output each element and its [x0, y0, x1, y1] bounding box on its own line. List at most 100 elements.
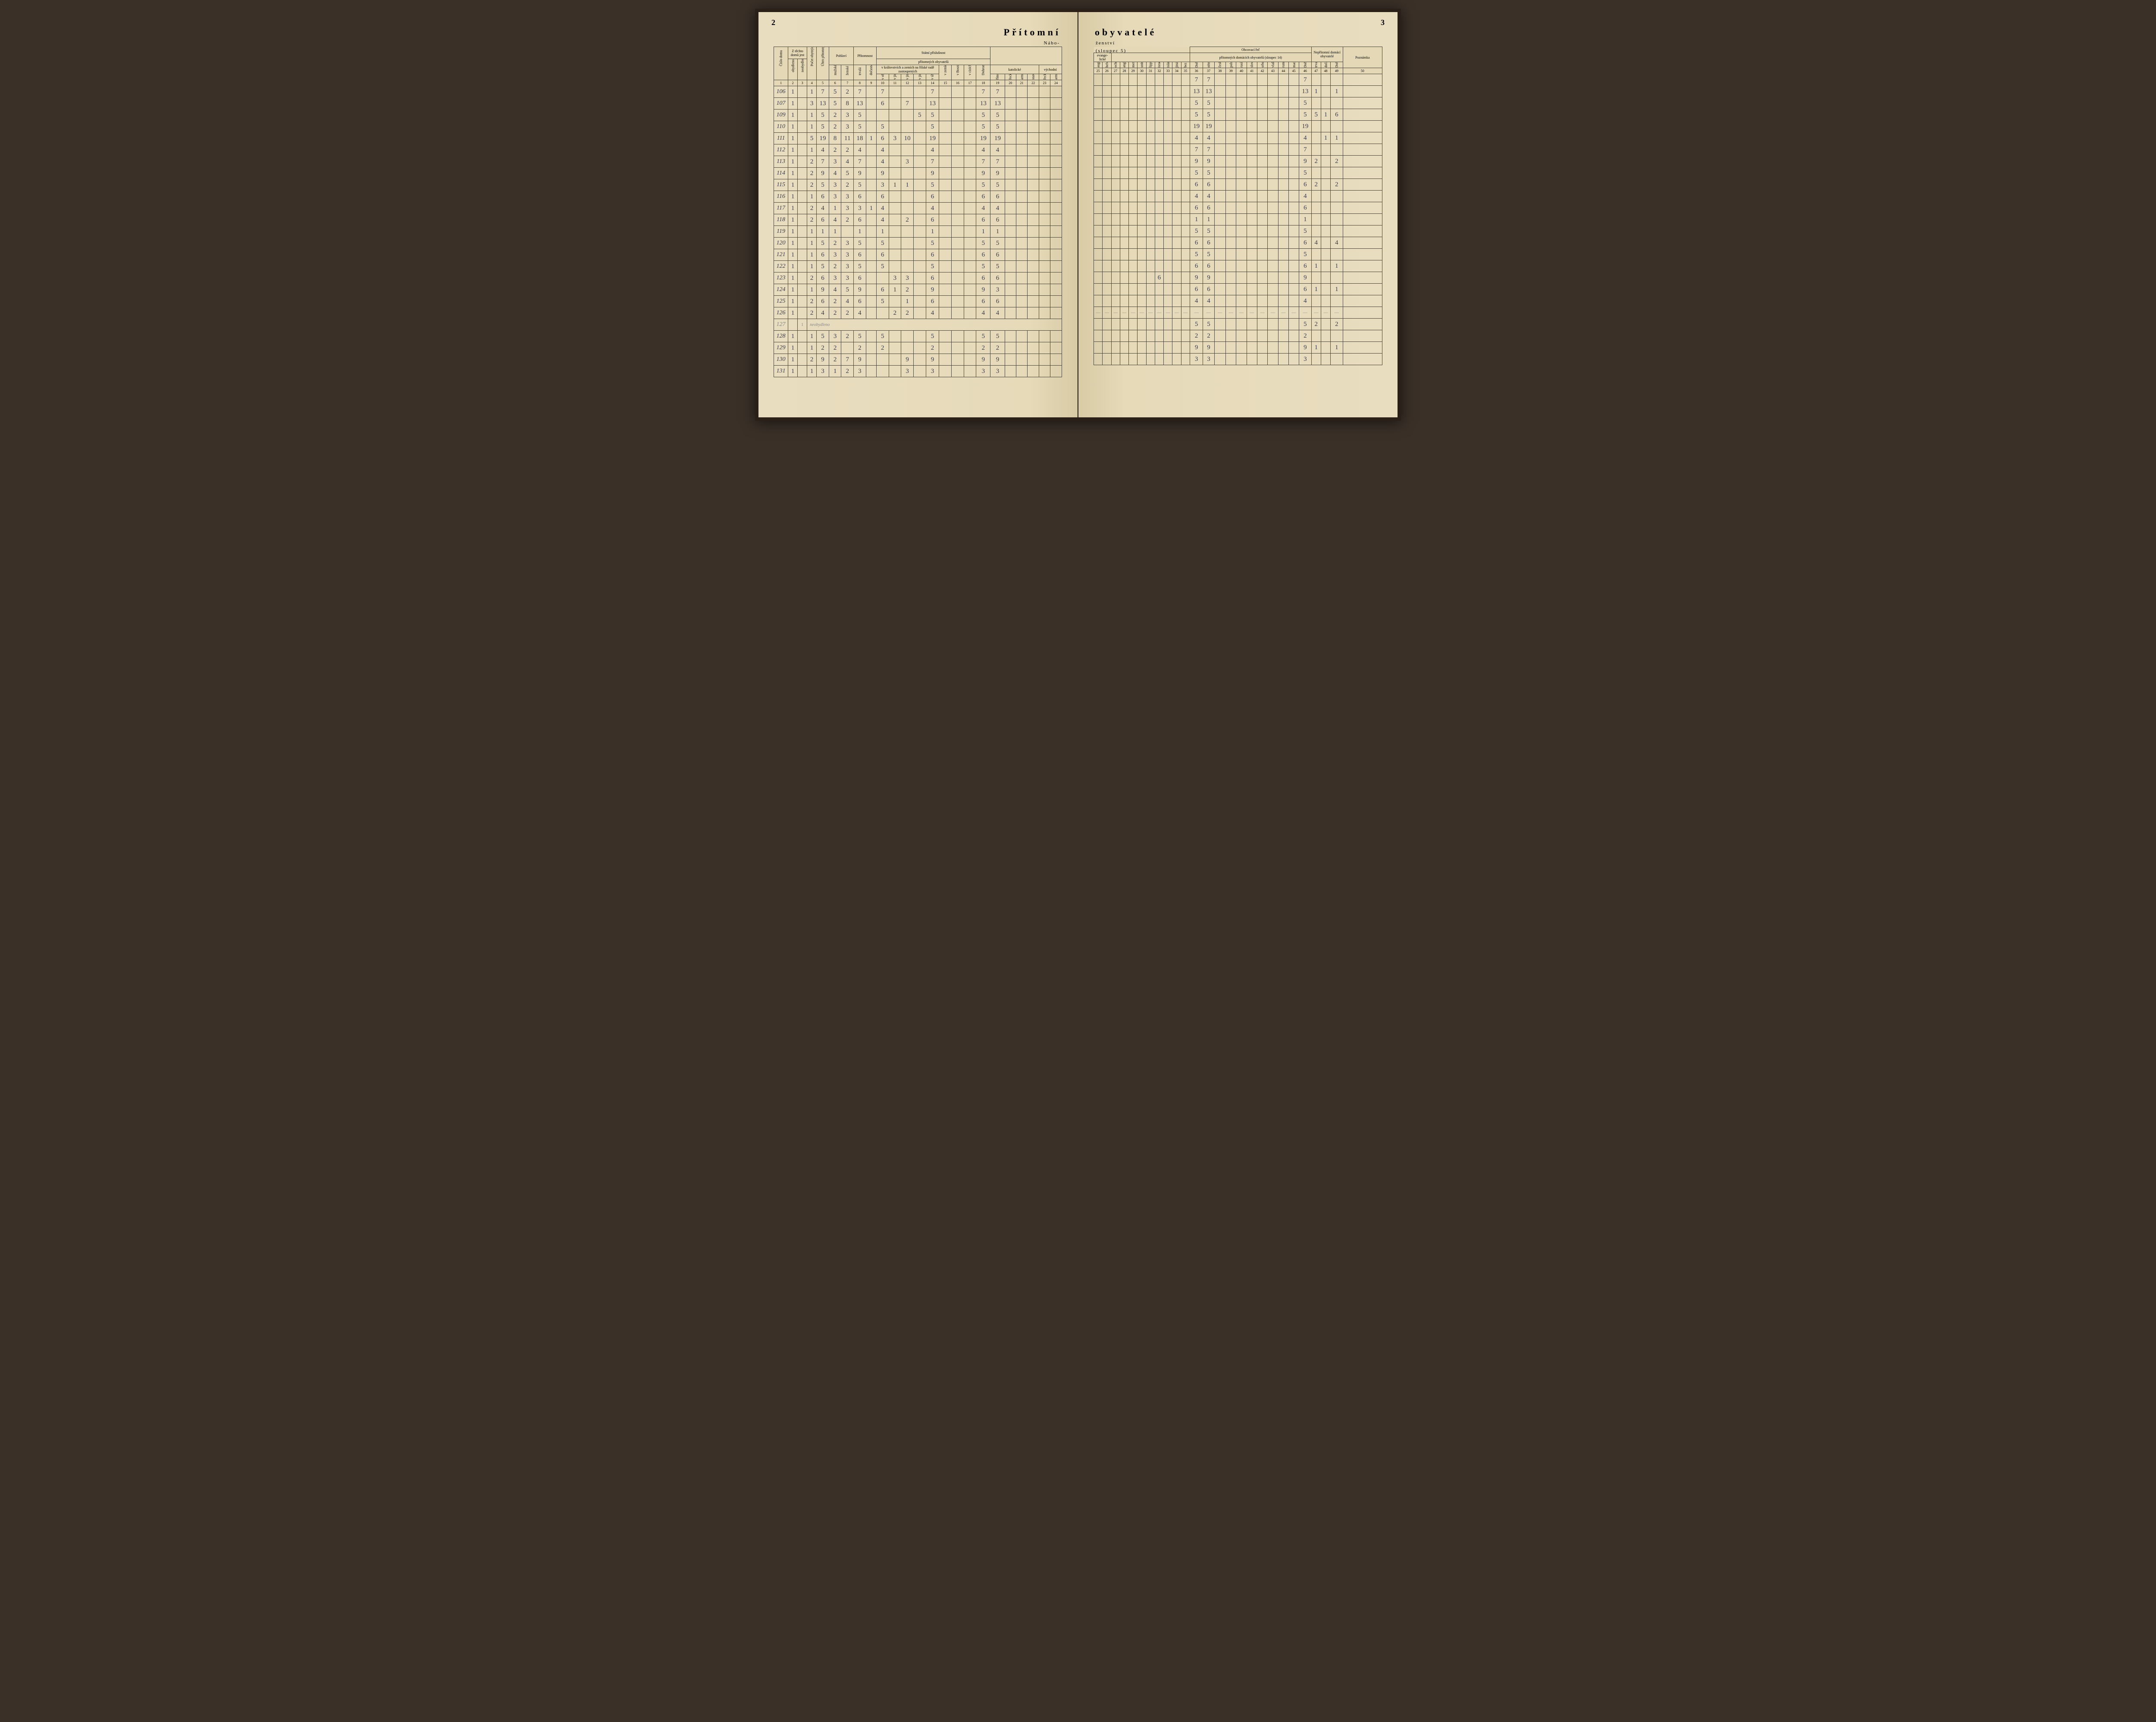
cell: 5 [1203, 167, 1214, 179]
hr-46: Dohromady (součet sloupců 37 až 45) [1303, 63, 1307, 68]
cell [1172, 354, 1181, 365]
cell [1103, 144, 1111, 156]
cell [889, 144, 901, 156]
cell [1343, 342, 1382, 354]
cell [1288, 354, 1299, 365]
cell [1278, 319, 1288, 330]
cell [1172, 319, 1181, 330]
cell [1247, 97, 1257, 109]
cell [901, 144, 914, 156]
cell [1172, 167, 1181, 179]
cell: 2 [807, 272, 817, 284]
table-row: 1141294599999 [774, 168, 1062, 179]
cell [913, 284, 926, 296]
cell [952, 249, 964, 261]
cell [1129, 214, 1138, 225]
cell [1236, 354, 1247, 365]
cell [1028, 342, 1039, 354]
cell: 1 [788, 214, 798, 226]
cell [866, 214, 876, 226]
cell [1225, 74, 1236, 86]
cell [889, 249, 901, 261]
cell: 5 [926, 121, 939, 133]
cell [1247, 144, 1257, 156]
cell [1288, 214, 1299, 225]
cell [1172, 342, 1181, 354]
cell [1039, 144, 1050, 156]
cell: 8 [829, 133, 841, 144]
table-row: 99922 [1094, 156, 1382, 167]
cell [1103, 272, 1111, 284]
cell: 7 [876, 86, 889, 98]
table-row: 66611 [1094, 260, 1382, 272]
cell: 2 [829, 296, 841, 307]
cell [876, 366, 889, 377]
cell [1028, 168, 1039, 179]
cell [1172, 272, 1181, 284]
book-spread: 2 Přítomní Nábo- Číslo domu Z těchto dom… [755, 9, 1401, 421]
cell [1120, 295, 1128, 307]
cell [1039, 307, 1050, 319]
cell [866, 156, 876, 168]
cell: 3 [829, 156, 841, 168]
cell: 5 [817, 179, 829, 191]
cell [1331, 191, 1343, 202]
h-arm: armensko- [1020, 75, 1024, 80]
cell [1155, 342, 1163, 354]
cell: 119 [774, 226, 788, 238]
table-row: 12512624651666 [774, 296, 1062, 307]
cell [1288, 121, 1299, 132]
cell [1155, 74, 1163, 86]
cell [1146, 156, 1155, 167]
cell [1111, 202, 1120, 214]
cell: 5 [841, 168, 854, 179]
cell [1257, 144, 1267, 156]
cell [901, 203, 914, 214]
cell [939, 156, 952, 168]
cell [1311, 167, 1321, 179]
cell [1214, 179, 1225, 191]
cell [913, 191, 926, 203]
hr-33: islámské (mohamedánské) [1166, 63, 1170, 68]
cell: 4 [1299, 191, 1311, 202]
cell [1050, 249, 1062, 261]
cell [964, 331, 976, 342]
cell: 2 [807, 203, 817, 214]
cell [1278, 74, 1288, 86]
cell [1138, 179, 1146, 191]
cell: 1 [788, 110, 798, 121]
table-row: 1221152355555 [774, 261, 1062, 272]
cell [1278, 202, 1288, 214]
cell [1247, 202, 1257, 214]
cell [1236, 202, 1247, 214]
hr-45: maďarská [1292, 63, 1296, 68]
cell [1050, 133, 1062, 144]
cell: 7 [926, 156, 939, 168]
cell [1120, 330, 1128, 342]
cell [1236, 272, 1247, 284]
table-row: 129112222222 [774, 342, 1062, 354]
cell [1181, 156, 1190, 167]
cell: 2 [807, 354, 817, 366]
cell [1236, 109, 1247, 121]
cell [1120, 202, 1128, 214]
cell: 1 [1331, 284, 1343, 295]
cell: 9 [901, 354, 914, 366]
cell: 1 [866, 203, 876, 214]
cell [939, 307, 952, 319]
cell [1016, 133, 1027, 144]
cell [1050, 342, 1062, 354]
cell: 2 [1331, 156, 1343, 167]
cell [939, 261, 952, 272]
cell: 9 [1190, 156, 1203, 167]
cell [866, 191, 876, 203]
cell [1016, 342, 1027, 354]
cell: 107 [774, 98, 788, 110]
table-row: 1071313581367131313 [774, 98, 1062, 110]
cell: 2 [807, 307, 817, 319]
cell [889, 296, 901, 307]
cell [1016, 296, 1027, 307]
cell [1214, 330, 1225, 342]
cell [1331, 97, 1343, 109]
table-row: 13131311 [1094, 86, 1382, 97]
